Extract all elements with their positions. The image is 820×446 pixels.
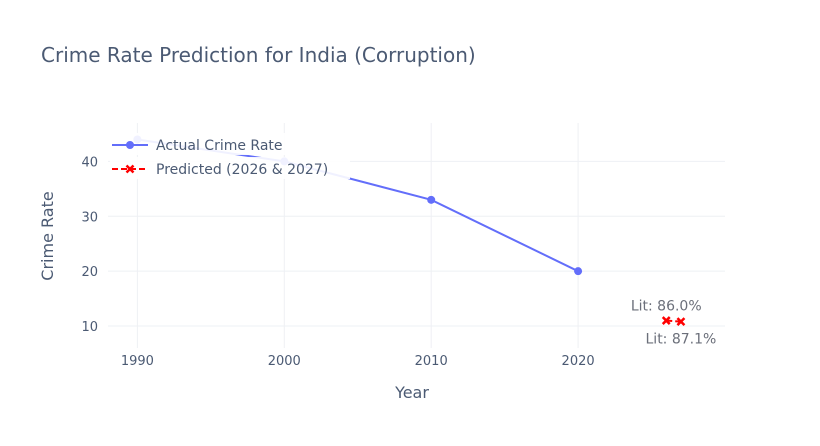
legend-marker	[126, 141, 134, 149]
legend-bg	[110, 157, 350, 179]
data-point	[574, 267, 583, 276]
series-line-2	[666, 319, 682, 323]
y-axis-title: Crime Rate	[38, 191, 57, 280]
y-tick-label: 40	[81, 155, 98, 170]
data-point	[427, 195, 436, 204]
annotation-label: Lit: 86.0%	[631, 299, 702, 315]
x-tick-label: 2010	[415, 354, 448, 369]
x-tick-label: 1990	[121, 354, 154, 369]
predicted-point	[676, 317, 686, 327]
predicted-point	[661, 316, 671, 325]
legend-label: Actual Crime Rate	[156, 138, 283, 154]
legend-marker	[125, 164, 135, 174]
legend-bg	[110, 133, 350, 155]
x-tick-label: 2000	[268, 354, 301, 369]
x-tick-label: 2020	[562, 354, 595, 369]
legend-label: Predicted (2026 & 2027)	[156, 162, 328, 178]
y-tick-label: 30	[81, 210, 98, 225]
annotation-label: Lit: 87.1%	[646, 332, 717, 348]
x-axis-title: Year	[394, 383, 429, 402]
chart-title: Crime Rate Prediction for India (Corrupt…	[41, 43, 476, 67]
y-tick-label: 10	[81, 320, 98, 335]
legend: Actual Crime Rate Predicted (2026 & 2027)	[110, 133, 350, 179]
plot-area: 1990 2000 2010 2020 10 20 30 40 Lit: 86.0% Lit: 8…	[81, 123, 725, 369]
y-tick-label: 20	[81, 265, 98, 280]
